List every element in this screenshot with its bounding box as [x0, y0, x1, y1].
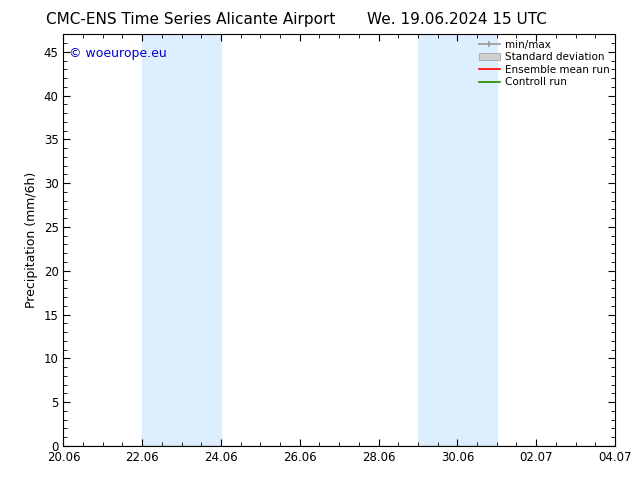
- Y-axis label: Precipitation (mm/6h): Precipitation (mm/6h): [25, 172, 38, 308]
- Bar: [418, 34, 497, 446]
- Bar: [142, 34, 221, 446]
- Text: We. 19.06.2024 15 UTC: We. 19.06.2024 15 UTC: [366, 12, 547, 27]
- Legend: min/max, Standard deviation, Ensemble mean run, Controll run: min/max, Standard deviation, Ensemble me…: [476, 36, 613, 91]
- Text: CMC-ENS Time Series Alicante Airport: CMC-ENS Time Series Alicante Airport: [46, 12, 335, 27]
- Text: © woeurope.eu: © woeurope.eu: [69, 47, 167, 60]
